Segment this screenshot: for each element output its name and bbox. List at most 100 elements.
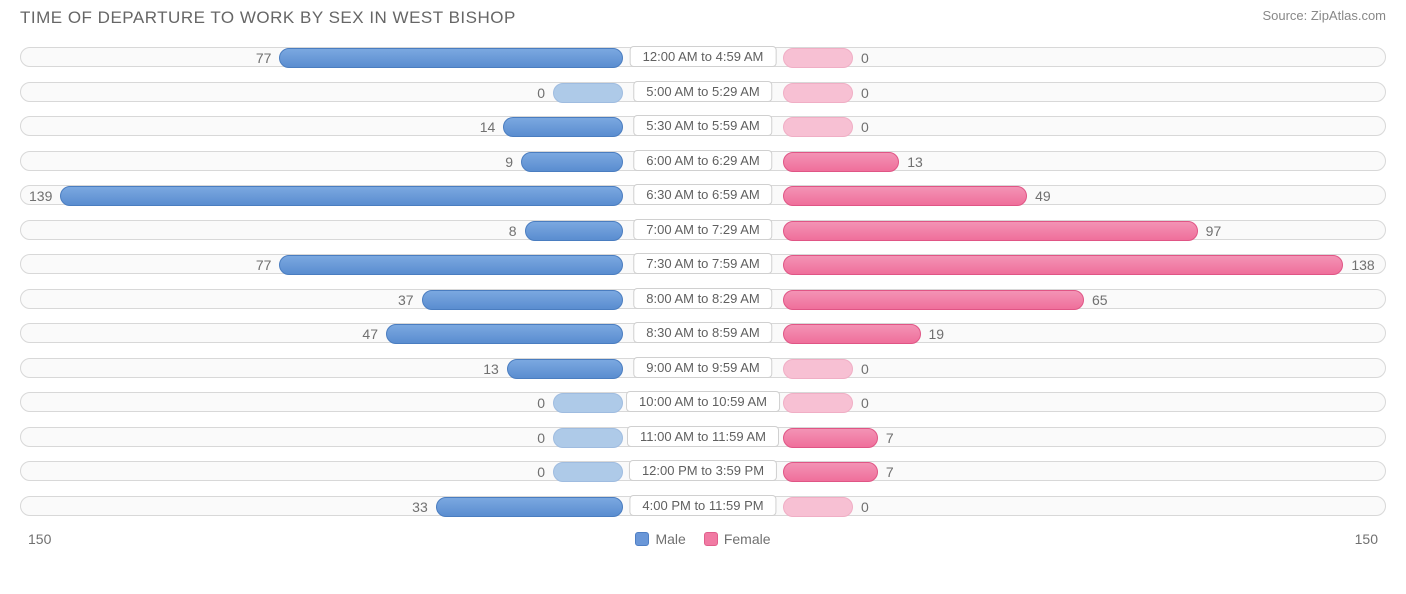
- female-bar: [783, 152, 899, 172]
- male-side: 13: [21, 358, 703, 380]
- female-bar: [783, 290, 1084, 310]
- female-bar: [783, 497, 853, 517]
- male-value-label: 13: [475, 361, 507, 377]
- male-value-label: 8: [501, 223, 525, 239]
- male-bar: [553, 83, 623, 103]
- category-label: 5:30 AM to 5:59 AM: [633, 115, 772, 136]
- male-side: 139: [21, 185, 703, 207]
- male-side: 77: [21, 47, 703, 69]
- data-row: 33 0 4:00 PM to 11:59 PM: [20, 491, 1386, 521]
- female-side: 65: [703, 289, 1385, 311]
- data-row: 005:00 AM to 5:29 AM: [20, 77, 1386, 107]
- category-label: 4:00 PM to 11:59 PM: [629, 495, 776, 516]
- male-side: 47: [21, 323, 703, 345]
- data-row: 0 0 10:00 AM to 10:59 AM: [20, 387, 1386, 417]
- female-value-label: 0: [853, 499, 877, 515]
- female-value-label: 0: [853, 395, 877, 411]
- female-side: 0: [703, 496, 1385, 518]
- male-value-label: 14: [472, 119, 504, 135]
- male-side: 8: [21, 220, 703, 242]
- male-value-label: 0: [529, 395, 553, 411]
- female-bar: [783, 428, 878, 448]
- female-side: 138: [703, 254, 1385, 276]
- female-bar: [783, 393, 853, 413]
- female-value-label: 65: [1084, 292, 1116, 308]
- male-bar: [525, 221, 623, 241]
- category-label: 8:00 AM to 8:29 AM: [633, 288, 772, 309]
- category-label: 7:00 AM to 7:29 AM: [633, 219, 772, 240]
- category-label: 9:00 AM to 9:59 AM: [633, 357, 772, 378]
- female-value-label: 0: [853, 361, 877, 377]
- female-side: 19: [703, 323, 1385, 345]
- female-side: 7: [703, 427, 1385, 449]
- chart-footer: 150 Male Female 150: [0, 525, 1406, 547]
- female-bar: [783, 462, 878, 482]
- male-value-label: 37: [390, 292, 422, 308]
- male-value-label: 0: [529, 464, 553, 480]
- female-value-label: 19: [921, 326, 953, 342]
- male-value-label: 77: [248, 50, 280, 66]
- male-bar: [279, 48, 623, 68]
- category-label: 6:00 AM to 6:29 AM: [633, 150, 772, 171]
- female-value-label: 97: [1198, 223, 1230, 239]
- chart-source: Source: ZipAtlas.com: [1262, 8, 1386, 23]
- female-bar: [783, 324, 921, 344]
- male-bar: [422, 290, 623, 310]
- male-bar: [553, 393, 623, 413]
- chart-title: TIME OF DEPARTURE TO WORK BY SEX IN WEST…: [20, 8, 516, 28]
- female-value-label: 7: [878, 430, 902, 446]
- male-side: 77: [21, 254, 703, 276]
- female-side: 0: [703, 358, 1385, 380]
- data-row: 8 97 7:00 AM to 7:29 AM: [20, 215, 1386, 245]
- female-side: 0: [703, 116, 1385, 138]
- male-swatch-icon: [635, 532, 649, 546]
- data-row: 0 7 12:00 PM to 3:59 PM: [20, 456, 1386, 486]
- legend: Male Female: [635, 531, 770, 547]
- male-side: 0: [21, 392, 703, 414]
- female-value-label: 0: [853, 85, 877, 101]
- chart-header: TIME OF DEPARTURE TO WORK BY SEX IN WEST…: [0, 0, 1406, 32]
- category-label: 6:30 AM to 6:59 AM: [633, 184, 772, 205]
- male-bar: [386, 324, 623, 344]
- female-bar: [783, 83, 853, 103]
- female-side: 0: [703, 392, 1385, 414]
- category-label: 12:00 AM to 4:59 AM: [630, 46, 777, 67]
- male-bar: [507, 359, 623, 379]
- female-side: 7: [703, 461, 1385, 483]
- category-label: 12:00 PM to 3:59 PM: [629, 460, 777, 481]
- female-bar: [783, 359, 853, 379]
- male-bar: [279, 255, 623, 275]
- male-value-label: 0: [529, 85, 553, 101]
- male-value-label: 139: [21, 188, 60, 204]
- category-label: 10:00 AM to 10:59 AM: [626, 391, 780, 412]
- chart-body: 77012:00 AM to 4:59 AM005:00 AM to 5:29 …: [0, 32, 1406, 521]
- female-side: 97: [703, 220, 1385, 242]
- category-label: 8:30 AM to 8:59 AM: [633, 322, 772, 343]
- female-side: 13: [703, 151, 1385, 173]
- category-label: 7:30 AM to 7:59 AM: [633, 253, 772, 274]
- female-value-label: 7: [878, 464, 902, 480]
- female-swatch-icon: [704, 532, 718, 546]
- male-side: 14: [21, 116, 703, 138]
- male-value-label: 47: [354, 326, 386, 342]
- data-row: 0711:00 AM to 11:59 AM: [20, 422, 1386, 452]
- data-row: 77012:00 AM to 4:59 AM: [20, 42, 1386, 72]
- female-side: 0: [703, 82, 1385, 104]
- female-bar: [783, 255, 1343, 275]
- male-bar: [60, 186, 623, 206]
- female-bar: [783, 48, 853, 68]
- male-side: 0: [21, 427, 703, 449]
- male-side: 0: [21, 82, 703, 104]
- female-value-label: 0: [853, 119, 877, 135]
- male-side: 37: [21, 289, 703, 311]
- data-row: 13 0 9:00 AM to 9:59 AM: [20, 353, 1386, 383]
- female-side: 49: [703, 185, 1385, 207]
- male-bar: [553, 428, 623, 448]
- legend-item-female: Female: [704, 531, 771, 547]
- female-bar: [783, 117, 853, 137]
- male-value-label: 33: [404, 499, 436, 515]
- female-bar: [783, 186, 1027, 206]
- legend-male-label: Male: [655, 531, 685, 547]
- male-side: 33: [21, 496, 703, 518]
- female-bar: [783, 221, 1198, 241]
